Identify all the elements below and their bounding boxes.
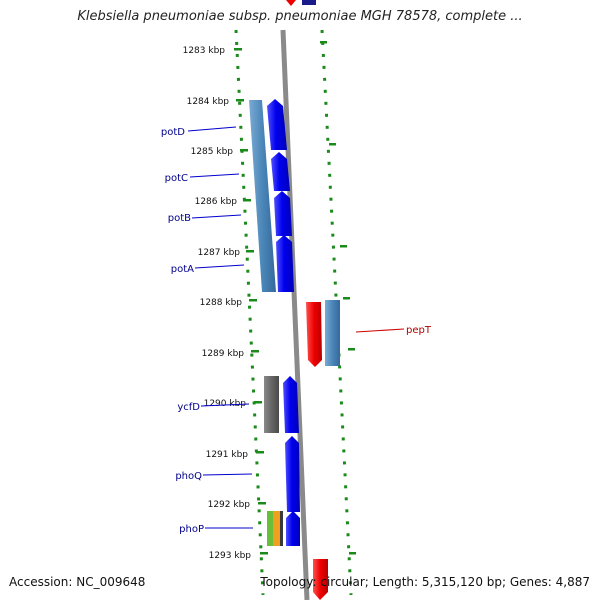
tick-mark xyxy=(246,250,254,253)
potA-connector xyxy=(194,264,245,269)
potC-connector xyxy=(189,173,240,178)
gene-label-potD: potD xyxy=(161,127,185,138)
gene-label-potC: potC xyxy=(165,173,188,184)
gene-phoP-orange xyxy=(273,511,280,546)
potD-connector xyxy=(187,126,237,132)
tick-mark xyxy=(240,149,248,152)
tick-mark xyxy=(260,552,268,555)
outer-ring-marks xyxy=(320,41,356,555)
genome-summary: Topology: circular; Length: 5,315,120 bp… xyxy=(260,575,590,589)
ring-mark xyxy=(343,297,350,300)
ycfD-connector xyxy=(200,403,250,407)
gene-phoP-green xyxy=(267,511,273,546)
tick-label: 1286 kbp xyxy=(195,197,238,207)
gene-label-potB: potB xyxy=(168,213,191,224)
tick-label: 1288 kbp xyxy=(200,298,243,308)
tick-mark xyxy=(258,502,266,505)
tick-label: 1284 kbp xyxy=(187,97,230,107)
tick-mark xyxy=(256,451,264,454)
pepT-connector xyxy=(355,328,405,333)
gene-label-ycfD: ycfD xyxy=(177,402,200,413)
tick-label: 1291 kbp xyxy=(206,450,249,460)
accession-text: Accession: NC_009648 xyxy=(9,575,146,589)
gene-potC-arrow xyxy=(271,152,290,191)
ring-mark xyxy=(320,41,327,44)
potB-connector xyxy=(191,214,242,219)
ring-mark xyxy=(329,143,336,146)
gene-label-phoQ: phoQ xyxy=(175,471,202,482)
cds-top-red xyxy=(286,0,296,6)
tick-label: 1289 kbp xyxy=(202,349,245,359)
tick-mark xyxy=(254,401,262,404)
gene-ycfD-box xyxy=(264,376,279,433)
gene-pepT-arrow xyxy=(306,302,322,367)
tick-label: 1285 kbp xyxy=(191,147,234,157)
ring-mark xyxy=(349,552,356,555)
gene-potA-arrow xyxy=(276,235,294,292)
tick-label: 1290 kbp xyxy=(204,399,247,409)
map-title: Klebsiella pneumoniae subsp. pneumoniae … xyxy=(77,9,523,24)
cds-blue-after-ycfD xyxy=(283,376,299,433)
gene-label-phoP: phoP xyxy=(179,524,204,535)
gene-phoP-dark xyxy=(280,511,283,546)
phoQ-connector xyxy=(202,473,253,476)
cds-blue-phoP xyxy=(286,511,300,546)
tick-mark xyxy=(243,199,251,202)
tick-group: 1283 kbp 1284 kbp 1285 kbp 1286 kbp 1287… xyxy=(183,46,268,561)
gene-label-potA: potA xyxy=(171,264,194,275)
gene-label-pepT: pepT xyxy=(406,325,432,336)
cds-steelblue-long xyxy=(249,100,276,292)
tick-mark xyxy=(236,99,244,102)
gene-potD-arrow xyxy=(267,99,287,150)
cds-bottom-red xyxy=(313,559,328,600)
gene-phoQ-arrow xyxy=(285,436,300,512)
tick-label: 1287 kbp xyxy=(198,248,241,258)
tick-mark xyxy=(234,48,242,51)
ring-mark xyxy=(348,348,355,351)
genome-backbone xyxy=(280,29,310,600)
tick-mark xyxy=(249,299,257,302)
tick-label: 1283 kbp xyxy=(183,46,226,56)
ring-mark xyxy=(340,245,347,248)
tick-label: 1293 kbp xyxy=(209,551,252,561)
gene-potB-arrow xyxy=(274,191,292,236)
tick-mark xyxy=(251,350,259,353)
cds-top-blue xyxy=(302,0,316,5)
tick-label: 1292 kbp xyxy=(208,500,251,510)
cds-steelblue-short xyxy=(325,300,340,366)
